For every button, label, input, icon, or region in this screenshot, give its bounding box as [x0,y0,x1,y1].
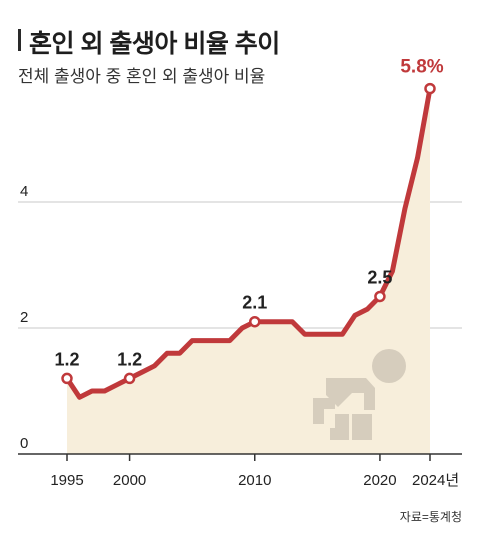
data-marker [123,372,136,385]
chart-subtitle: 전체 출생아 중 혼인 외 출생아 비율 [18,67,266,86]
baby-crawling-icon [313,349,406,440]
x-tick-label: 2000 [113,472,146,489]
tick-labels: 0 2 4 1995 2000 2010 2020 2024년 [20,183,459,489]
data-label: 2.5 [367,268,392,288]
data-label: 1.2 [54,349,79,369]
data-labels: 1.2 1.2 2.1 2.5 5.8% [54,57,444,385]
data-marker [249,315,261,328]
chart-title: 혼인 외 출생아 비율 추이 [29,30,280,58]
x-tick-label: 2020 [363,472,396,489]
data-marker [61,372,73,385]
y-tick-label: 2 [20,309,28,326]
data-label: 2.1 [242,293,267,313]
x-tick-label: 2024년 [412,472,459,489]
data-marker [374,290,386,303]
title-accent-bar [18,29,21,51]
x-axis [18,453,462,461]
x-tick-label: 1995 [50,472,83,489]
x-tick-label: 2010 [238,472,271,489]
source-note: 자료=통계청 [399,510,462,524]
data-label: 1.2 [117,349,142,369]
y-tick-label: 0 [20,435,28,452]
y-tick-label: 4 [20,183,28,200]
data-label: 5.8% [400,57,443,78]
data-marker [424,82,436,95]
